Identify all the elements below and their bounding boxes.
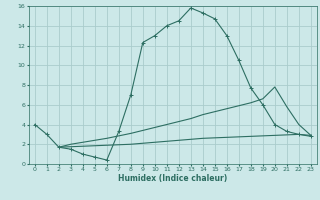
X-axis label: Humidex (Indice chaleur): Humidex (Indice chaleur) bbox=[118, 174, 228, 183]
